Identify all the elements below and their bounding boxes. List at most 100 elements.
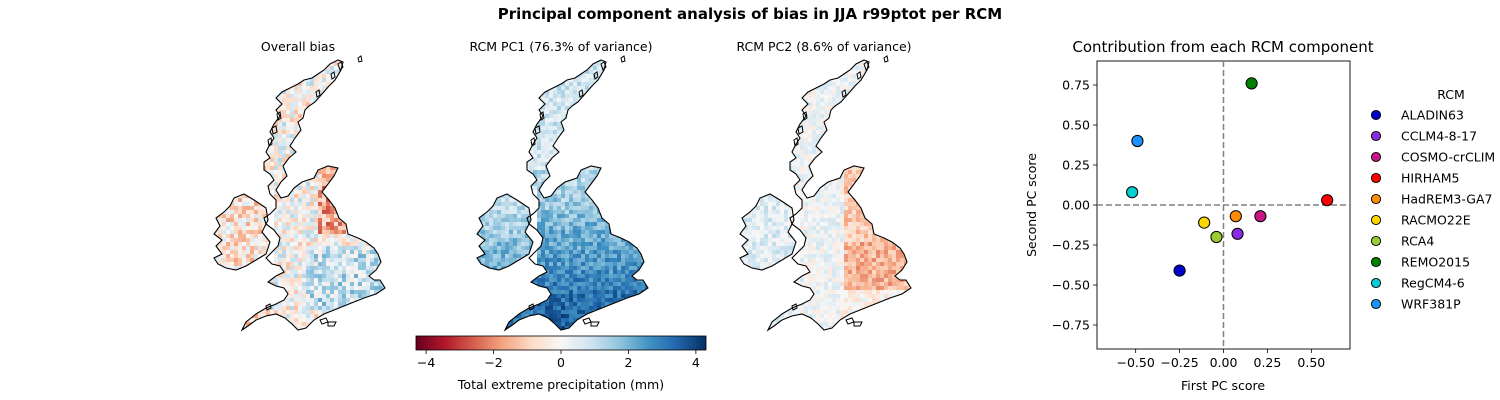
map-cell xyxy=(218,206,223,211)
map-cell xyxy=(226,74,230,78)
map-cell xyxy=(242,278,243,283)
map-cell xyxy=(230,294,234,298)
map-cell xyxy=(274,298,279,303)
map-cell xyxy=(342,118,347,123)
map-cell xyxy=(318,162,323,167)
map-cell xyxy=(386,138,390,142)
map-cell xyxy=(318,134,323,139)
map-cell xyxy=(374,60,379,63)
map-pc1 xyxy=(473,55,649,332)
map-cell xyxy=(326,222,331,227)
map-cell xyxy=(254,218,259,223)
map-cell xyxy=(338,102,343,107)
map-cell xyxy=(310,238,315,243)
map-cell xyxy=(262,246,267,251)
map-cell xyxy=(370,310,375,315)
map-cell xyxy=(262,242,267,247)
map-cell xyxy=(362,178,367,183)
map-cell xyxy=(322,178,327,183)
map-cell xyxy=(258,290,263,295)
map-cell xyxy=(513,78,518,83)
map-cell xyxy=(338,82,343,87)
map-cell xyxy=(378,138,383,143)
map-cell xyxy=(338,134,343,139)
map-cell xyxy=(617,154,622,159)
map-cell xyxy=(342,166,347,171)
map-cell xyxy=(306,98,311,103)
map-cell xyxy=(270,86,275,91)
map-cell xyxy=(505,138,506,143)
map-cell xyxy=(342,190,347,195)
map-cell xyxy=(557,234,562,239)
map-cell xyxy=(366,86,371,91)
map-cell xyxy=(497,70,501,74)
map-cell xyxy=(645,106,648,111)
map-cell xyxy=(346,178,351,183)
map-cell xyxy=(222,310,226,314)
map-cell xyxy=(254,326,259,330)
map-cell xyxy=(597,134,602,139)
map-cell xyxy=(605,214,610,219)
map-cell xyxy=(346,318,351,323)
map-title-pc2: RCM PC2 (8.6% of variance) xyxy=(736,39,912,54)
map-cell xyxy=(270,102,275,107)
map-cell xyxy=(362,90,367,95)
map-cell xyxy=(254,158,259,163)
map-cell xyxy=(254,274,259,279)
map-cell xyxy=(533,154,538,159)
map-cell xyxy=(306,242,311,247)
map-cell xyxy=(250,282,255,287)
map-cell xyxy=(226,318,230,322)
map-cell xyxy=(645,102,648,107)
map-cell xyxy=(609,130,614,135)
map-cell xyxy=(270,298,275,303)
map-cell xyxy=(609,182,614,187)
map-cell xyxy=(605,78,610,83)
map-cell xyxy=(278,150,283,155)
map-cell xyxy=(218,134,222,138)
map-cell xyxy=(246,130,251,135)
map-cell xyxy=(541,202,546,207)
map-cell xyxy=(330,150,335,155)
map-cell xyxy=(374,74,379,79)
map-cell xyxy=(481,126,485,130)
map-cell xyxy=(521,118,526,123)
map-cell xyxy=(242,74,247,79)
map-cell xyxy=(282,146,287,151)
map-cell xyxy=(302,330,306,334)
map-cell xyxy=(473,150,477,154)
map-cell xyxy=(629,206,634,211)
map-cell xyxy=(561,86,566,91)
map-cell xyxy=(218,266,223,270)
map-cell xyxy=(645,146,648,151)
map-cell xyxy=(489,90,493,94)
map-cell xyxy=(314,122,319,127)
map-cell xyxy=(557,218,562,223)
map-cell xyxy=(505,118,506,123)
coastline-island xyxy=(315,89,321,98)
map-cell xyxy=(286,238,291,243)
map-cell xyxy=(278,86,283,91)
map-cell xyxy=(266,174,271,179)
map-cell xyxy=(326,250,331,255)
map-cell xyxy=(302,230,307,235)
map-cell xyxy=(342,222,347,227)
map-cell xyxy=(609,214,614,219)
map-cell xyxy=(509,186,514,191)
map-cell xyxy=(549,210,554,215)
map-cell xyxy=(234,166,238,170)
map-cell xyxy=(298,186,303,191)
map-cell xyxy=(270,326,275,330)
map-cell xyxy=(597,202,602,207)
map-cell xyxy=(322,258,327,263)
map-cell xyxy=(537,122,542,127)
map-cell xyxy=(533,102,538,107)
map-cell xyxy=(625,154,630,159)
map-cell xyxy=(326,190,331,195)
map-cell xyxy=(541,150,546,155)
map-cell xyxy=(286,70,291,75)
map-cell xyxy=(346,138,351,143)
map-cell xyxy=(246,246,251,251)
map-cell xyxy=(290,190,295,195)
map-cell xyxy=(370,266,375,271)
